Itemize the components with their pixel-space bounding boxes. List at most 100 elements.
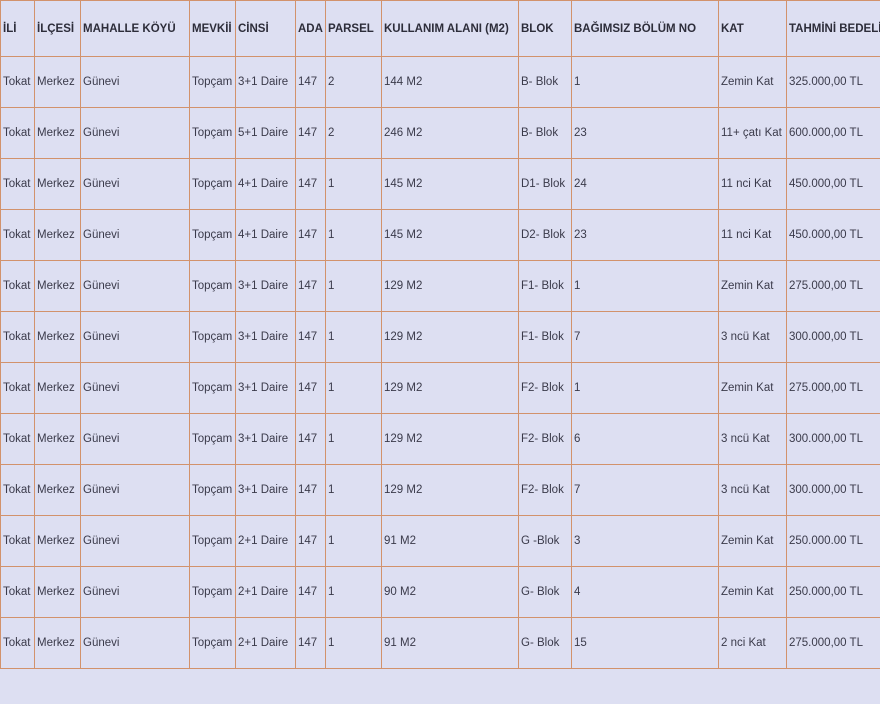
cell-kullanim: 129 M2	[382, 363, 519, 414]
cell-ilcesi: Merkez	[35, 618, 81, 669]
cell-kullanim: 129 M2	[382, 414, 519, 465]
cell-mahalle: Günevi	[81, 414, 190, 465]
cell-ilcesi: Merkez	[35, 567, 81, 618]
cell-mevkii: Topçam	[190, 108, 236, 159]
cell-ilcesi: Merkez	[35, 57, 81, 108]
cell-ilcesi: Merkez	[35, 465, 81, 516]
col-header-cinsi: CİNSİ	[236, 1, 296, 57]
cell-ada: 147	[296, 312, 326, 363]
cell-ada: 147	[296, 57, 326, 108]
cell-tahmini: 300.000,00 TL	[787, 465, 880, 516]
cell-ili: Tokat	[1, 159, 35, 210]
cell-kullanim: 145 M2	[382, 210, 519, 261]
cell-bagimsiz: 1	[572, 57, 719, 108]
cell-ada: 147	[296, 108, 326, 159]
table-row: TokatMerkezGüneviTopçam3+1 Daire1472144 …	[1, 57, 880, 108]
cell-ili: Tokat	[1, 363, 35, 414]
col-header-parsel: PARSEL	[326, 1, 382, 57]
cell-tahmini: 275.000,00 TL	[787, 261, 880, 312]
table-row: TokatMerkezGüneviTopçam3+1 Daire1471129 …	[1, 261, 880, 312]
cell-ilcesi: Merkez	[35, 312, 81, 363]
cell-ili: Tokat	[1, 618, 35, 669]
cell-blok: B- Blok	[519, 108, 572, 159]
cell-tahmini: 450.000,00 TL	[787, 159, 880, 210]
cell-ili: Tokat	[1, 261, 35, 312]
table-row: TokatMerkezGüneviTopçam4+1 Daire1471145 …	[1, 210, 880, 261]
cell-blok: G- Blok	[519, 567, 572, 618]
col-header-mahalle: MAHALLE KÖYÜ	[81, 1, 190, 57]
cell-parsel: 1	[326, 210, 382, 261]
cell-bagimsiz: 15	[572, 618, 719, 669]
cell-kat: Zemin Kat	[719, 567, 787, 618]
cell-cinsi: 4+1 Daire	[236, 210, 296, 261]
cell-kullanim: 91 M2	[382, 618, 519, 669]
cell-mahalle: Günevi	[81, 261, 190, 312]
cell-mahalle: Günevi	[81, 108, 190, 159]
cell-tahmini: 250.000,00 TL	[787, 567, 880, 618]
cell-ada: 147	[296, 363, 326, 414]
cell-bagimsiz: 23	[572, 108, 719, 159]
cell-ili: Tokat	[1, 210, 35, 261]
cell-bagimsiz: 7	[572, 465, 719, 516]
cell-cinsi: 5+1 Daire	[236, 108, 296, 159]
cell-bagimsiz: 4	[572, 567, 719, 618]
cell-kullanim: 145 M2	[382, 159, 519, 210]
cell-kat: 11 nci Kat	[719, 210, 787, 261]
cell-kat: 3 ncü Kat	[719, 414, 787, 465]
cell-cinsi: 3+1 Daire	[236, 414, 296, 465]
cell-ada: 147	[296, 567, 326, 618]
cell-ili: Tokat	[1, 57, 35, 108]
cell-blok: F2- Blok	[519, 363, 572, 414]
cell-ada: 147	[296, 414, 326, 465]
table-row: TokatMerkezGüneviTopçam5+1 Daire1472246 …	[1, 108, 880, 159]
cell-tahmini: 250.000.00 TL	[787, 516, 880, 567]
cell-blok: D2- Blok	[519, 210, 572, 261]
cell-ada: 147	[296, 465, 326, 516]
cell-kat: 11 nci Kat	[719, 159, 787, 210]
cell-cinsi: 2+1 Daire	[236, 567, 296, 618]
cell-kullanim: 129 M2	[382, 312, 519, 363]
cell-parsel: 2	[326, 57, 382, 108]
table-row: TokatMerkezGüneviTopçam2+1 Daire147191 M…	[1, 516, 880, 567]
col-header-mevkii: MEVKİİ	[190, 1, 236, 57]
cell-bagimsiz: 1	[572, 363, 719, 414]
cell-kullanim: 90 M2	[382, 567, 519, 618]
property-table: İLİİLÇESİMAHALLE KÖYÜMEVKİİCİNSİADAPARSE…	[0, 0, 880, 669]
table-body: TokatMerkezGüneviTopçam3+1 Daire1472144 …	[1, 57, 880, 669]
cell-cinsi: 3+1 Daire	[236, 312, 296, 363]
cell-parsel: 1	[326, 618, 382, 669]
cell-kat: Zemin Kat	[719, 516, 787, 567]
cell-mevkii: Topçam	[190, 516, 236, 567]
cell-bagimsiz: 7	[572, 312, 719, 363]
cell-tahmini: 325.000,00 TL	[787, 57, 880, 108]
cell-mevkii: Topçam	[190, 57, 236, 108]
cell-kat: 11+ çatı Kat	[719, 108, 787, 159]
col-header-bagimsiz: BAĞIMSIZ BÖLÜM NO	[572, 1, 719, 57]
cell-blok: B- Blok	[519, 57, 572, 108]
col-header-tahmini: TAHMİNİ BEDELİ	[787, 1, 880, 57]
cell-mevkii: Topçam	[190, 465, 236, 516]
col-header-blok: BLOK	[519, 1, 572, 57]
cell-kat: Zemin Kat	[719, 363, 787, 414]
cell-ilcesi: Merkez	[35, 159, 81, 210]
cell-mevkii: Topçam	[190, 261, 236, 312]
table-row: TokatMerkezGüneviTopçam4+1 Daire1471145 …	[1, 159, 880, 210]
cell-mevkii: Topçam	[190, 363, 236, 414]
cell-kat: 3 ncü Kat	[719, 465, 787, 516]
table-row: TokatMerkezGüneviTopçam3+1 Daire1471129 …	[1, 312, 880, 363]
cell-mahalle: Günevi	[81, 567, 190, 618]
cell-parsel: 1	[326, 261, 382, 312]
table-header: İLİİLÇESİMAHALLE KÖYÜMEVKİİCİNSİADAPARSE…	[1, 1, 880, 57]
cell-ili: Tokat	[1, 312, 35, 363]
col-header-ilcesi: İLÇESİ	[35, 1, 81, 57]
col-header-ili: İLİ	[1, 1, 35, 57]
cell-parsel: 1	[326, 516, 382, 567]
cell-tahmini: 275.000,00 TL	[787, 618, 880, 669]
cell-mahalle: Günevi	[81, 618, 190, 669]
cell-mahalle: Günevi	[81, 57, 190, 108]
cell-ili: Tokat	[1, 516, 35, 567]
cell-blok: F2- Blok	[519, 414, 572, 465]
cell-parsel: 1	[326, 363, 382, 414]
cell-blok: D1- Blok	[519, 159, 572, 210]
cell-cinsi: 4+1 Daire	[236, 159, 296, 210]
